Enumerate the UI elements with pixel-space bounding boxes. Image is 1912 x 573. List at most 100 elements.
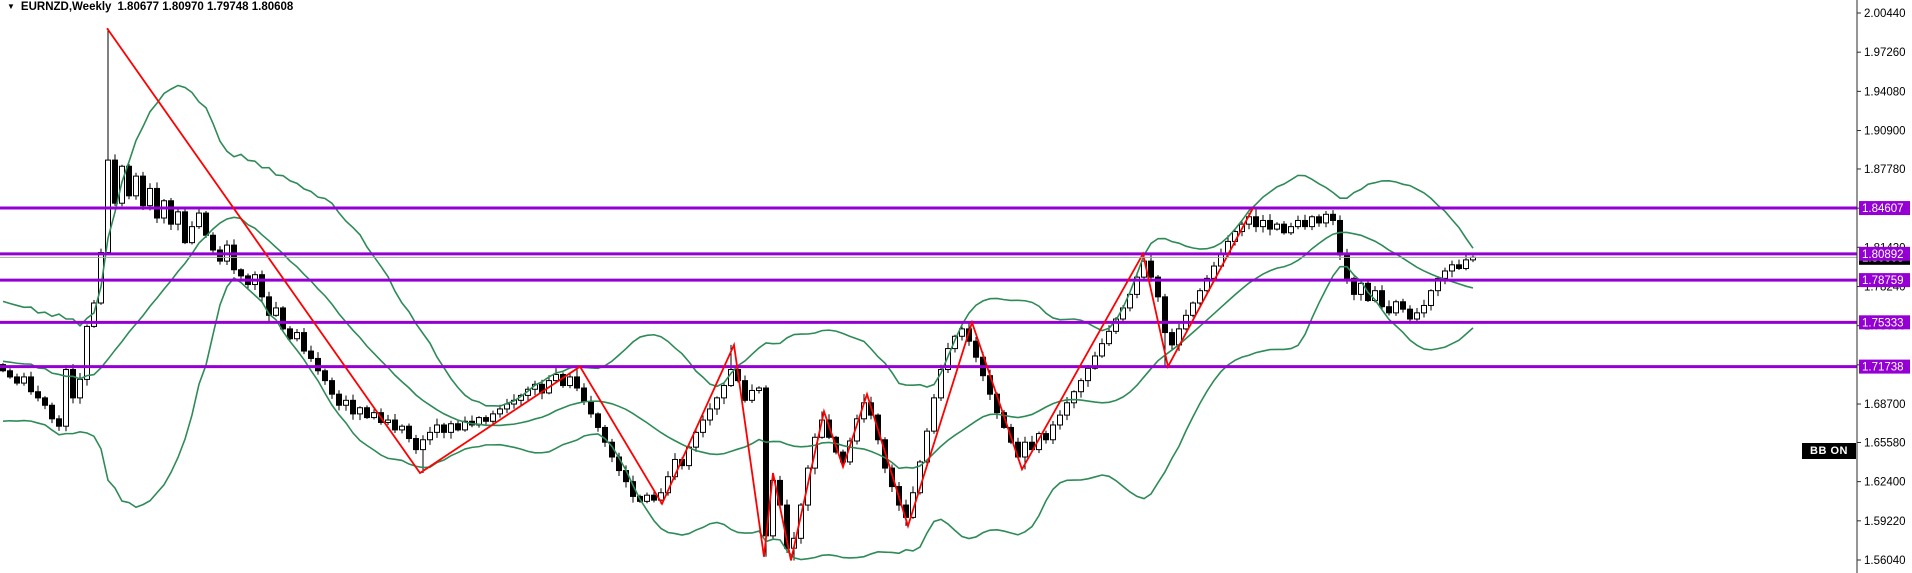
candle-body [588,401,594,415]
level-price-label-text: 1.75333 [1862,317,1904,329]
candle-body [938,369,944,399]
candle-body [1295,219,1301,228]
candle-body [427,431,433,441]
candle-body [756,387,762,391]
candle-body [1386,306,1392,314]
candle-body [1057,414,1063,426]
level-price-label-text: 1.71738 [1862,362,1904,374]
candle-body [294,332,300,340]
candle-body [1414,312,1420,320]
candle-body [749,389,755,401]
candle-body [1428,290,1434,306]
candle-body [1456,264,1462,270]
candle-body [385,419,391,424]
candle-body [308,350,314,359]
candle-body [714,397,720,410]
candle-body [1127,293,1133,309]
candle-body [1358,282,1364,295]
chart-title: ▼ EURNZD,Weekly 1.80677 1.80970 1.79748 … [7,1,293,13]
upper-band [2,84,1474,407]
candle-body [707,408,713,421]
candle-body [140,175,146,207]
axis-tick-label: 1.94080 [1864,86,1906,98]
candle-body [287,328,293,340]
level-price-label[interactable] [1859,359,1910,374]
candle-body [315,357,321,372]
candle-body [567,376,573,387]
candle-body [392,419,398,431]
collapse-triangle-icon[interactable]: ▼ [7,1,15,11]
axis-tick-label: 2.00440 [1864,8,1906,20]
bb-toggle-badge[interactable]: BB ON [1802,443,1856,459]
candle-body [1309,216,1315,228]
candle-body [1092,355,1098,369]
candle-body [1316,216,1322,224]
candle-body [952,335,958,350]
candle-body [210,234,216,251]
candle-body [133,175,139,197]
candle-body [266,296,272,316]
candle-body [322,370,328,382]
axis-tick-label: 1.65580 [1864,437,1906,449]
candle-body [644,494,650,502]
candle-body [70,369,76,399]
candle-body [581,387,587,403]
candle-body [1022,441,1028,458]
candle-body [371,412,377,419]
candle-body [182,211,188,244]
candle-body [1260,219,1266,228]
candle-body [553,373,559,382]
level-price-label[interactable] [1859,273,1910,288]
candle-body [1064,402,1070,416]
level-price-label-text: 1.78759 [1862,275,1904,287]
candle-body [483,417,489,422]
candle-body [364,407,370,419]
candle-body [168,200,174,225]
candle-body [126,165,132,197]
candle-body [651,494,657,501]
candle-body [1204,277,1210,292]
candle-body [203,212,209,236]
level-price-label[interactable] [1859,201,1910,216]
axis-tick-label: 1.59220 [1864,516,1906,528]
candle-body [574,376,580,389]
level-price-label[interactable] [1859,246,1910,261]
level-price-label-text: 1.80892 [1862,249,1904,261]
candle-body [196,212,202,228]
candle-body [329,380,335,395]
candle-body [1253,216,1259,228]
candle-body [1267,219,1273,230]
candle-body [1043,433,1049,441]
candle-body [42,397,48,406]
axis-tick-label: 1.97260 [1864,47,1906,59]
ohlc-quote-label: 1.80677 1.80970 1.79748 1.80608 [117,1,294,13]
candle-body [336,393,342,406]
candle-body [1463,259,1469,270]
candle-body [539,383,545,394]
level-price-label[interactable] [1859,315,1910,330]
candle-body [602,426,608,443]
candle-body [1106,330,1112,345]
candle-body [1393,301,1399,314]
middle-band [2,216,1474,470]
candle-body [1162,296,1168,334]
candle-body [1435,277,1441,292]
candle-body [742,380,748,401]
candle-body [1085,367,1091,382]
candle-body [931,397,937,432]
candle-body [35,391,41,399]
zigzag-line [106,27,1254,561]
candle-body [448,423,454,433]
candle-body [217,249,223,262]
axis-tick-label: 1.56040 [1864,555,1906,567]
candle-body [21,376,27,384]
candle-body [1148,260,1154,278]
candle-body [1323,213,1329,224]
candle-body [700,419,706,433]
candle-body [1211,265,1217,279]
candle-body [1302,219,1308,228]
candle-body [490,413,496,422]
axis-tick-label: 1.90900 [1864,126,1906,138]
